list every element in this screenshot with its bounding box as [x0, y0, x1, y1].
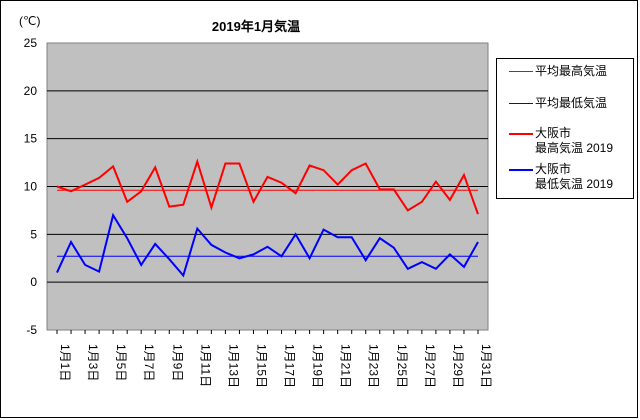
y-tick-label: -5 [26, 323, 37, 337]
legend-item-avg-min: 平均最低気温 [497, 95, 633, 115]
y-tick-label: 10 [24, 180, 38, 194]
series-line-2 [56, 158, 479, 215]
legend: 平均最高気温 平均最低気温 大阪市 最高気温 2019 大阪市 最低気温 201… [496, 58, 634, 199]
x-tick-label: 1月13日 [226, 344, 240, 388]
y-tick-label: 25 [24, 36, 38, 50]
x-tick-label: 1月31日 [479, 344, 493, 388]
x-tick-label: 1月15日 [254, 344, 268, 388]
legend-label-avg-min: 平均最低気温 [535, 96, 608, 110]
x-tick-label: 1月9日 [170, 344, 184, 381]
y-tick-label: 15 [24, 132, 38, 146]
legend-label-osaka-max: 大阪市 最高気温 2019 [535, 126, 614, 155]
x-axis-ticks: 1月1日 1月3日 1月5日 1月7日 1月9日 1月11日 1月13日 1月15日 1月17日… [56, 330, 493, 388]
y-tick-label: 20 [24, 84, 38, 98]
x-tick-label: 1月17日 [283, 344, 297, 388]
x-tick-label: 1月1日 [58, 344, 72, 381]
legend-item-osaka-max: 大阪市 最高気温 2019 [497, 125, 633, 159]
y-axis-ticks: -5 0 5 10 15 20 25 [24, 36, 38, 337]
legend-swatch-osaka-min [509, 169, 533, 171]
x-tick-label: 1月21日 [339, 344, 353, 388]
x-tick-label: 1月29日 [451, 344, 465, 388]
legend-swatch-avg-min [509, 103, 533, 104]
legend-label-osaka-min: 大阪市 最低気温 2019 [535, 162, 614, 191]
legend-swatch-avg-max [509, 71, 533, 72]
y-unit-label: (℃) [19, 14, 40, 28]
x-tick-label: 1月23日 [367, 344, 381, 388]
x-tick-label: 1月3日 [86, 344, 100, 381]
x-tick-label: 1月7日 [142, 344, 156, 381]
series-line-3 [56, 212, 479, 278]
x-tick-label: 1月25日 [395, 344, 409, 388]
x-tick-label: 1月19日 [311, 344, 325, 388]
x-tick-label: 1月5日 [114, 344, 128, 381]
series-lines [56, 158, 479, 278]
x-tick-label: 1月27日 [423, 344, 437, 388]
legend-label-avg-max: 平均最高気温 [535, 64, 608, 78]
legend-swatch-osaka-max [509, 133, 533, 135]
legend-item-osaka-min: 大阪市 最低気温 2019 [497, 161, 633, 195]
x-tick-label: 1月11日 [198, 344, 212, 387]
y-tick-label: 5 [30, 227, 37, 241]
chart-title: 2019年1月気温 [212, 19, 300, 34]
legend-item-avg-max: 平均最高気温 [497, 63, 633, 83]
y-tick-label: 0 [30, 275, 37, 289]
